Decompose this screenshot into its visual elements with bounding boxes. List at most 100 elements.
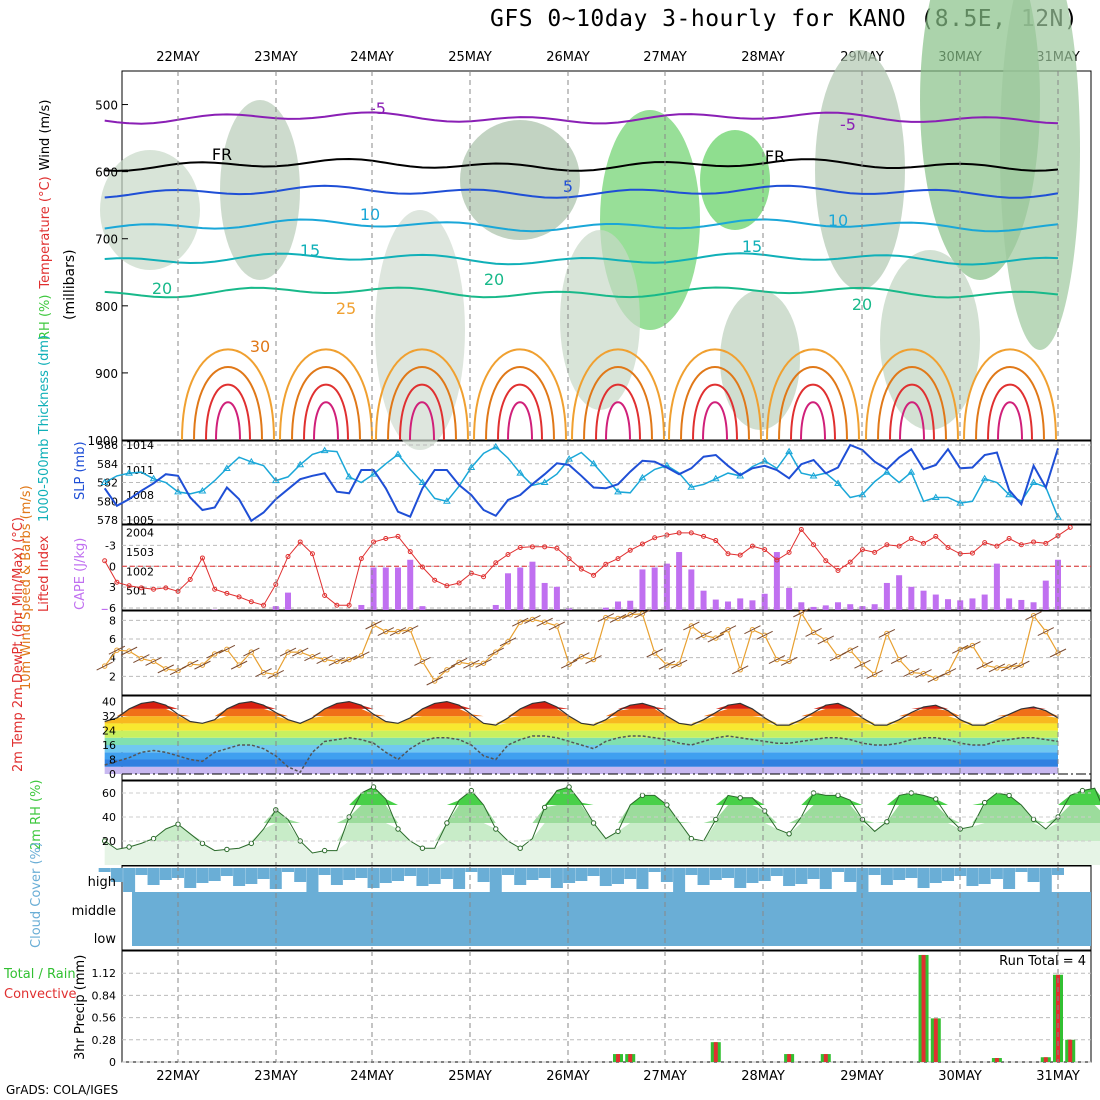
high-cloud-bar (636, 868, 649, 889)
cross-section-ylabel: (millibars) (62, 249, 78, 320)
cape-bar (676, 552, 683, 610)
rh-point (248, 840, 255, 847)
rh-point (688, 835, 695, 842)
wind-barb (353, 651, 370, 661)
rh-shading (880, 250, 980, 430)
high-cloud-bar (587, 868, 600, 876)
bottom-xtick-label: 27MAY (643, 1069, 687, 1084)
wind-barb (181, 659, 199, 669)
high-cloud-bar (880, 868, 893, 885)
cape-bar (101, 608, 108, 610)
high-cloud-bar (208, 868, 221, 881)
rh-color-band (104, 841, 1100, 865)
pressure-tick-label: 600 (95, 166, 118, 180)
high-cloud-bar (819, 868, 832, 889)
high-cloud-bar (233, 868, 246, 886)
cape-bar (822, 605, 829, 610)
contour-label: 30 (250, 337, 270, 356)
lifted-index-point (224, 590, 230, 596)
rh-point (175, 821, 181, 827)
lifted-index-point (749, 543, 755, 549)
lifted-index-point (542, 544, 548, 550)
thickness-point (491, 442, 500, 450)
wind-barb (1037, 627, 1055, 636)
cape-bar (700, 590, 707, 610)
temp-color-band (104, 701, 1058, 709)
thickness-point (516, 469, 525, 476)
high-cloud-bar (465, 868, 478, 872)
boundary-layer-isotherm (790, 383, 836, 441)
boundary-layer-isotherm (595, 383, 641, 441)
contour-label: 25 (336, 299, 356, 318)
high-cloud-bar (330, 868, 343, 885)
cloud-label: Cloud Cover (%) (29, 842, 44, 948)
wind-barb (291, 647, 309, 657)
cape-bar (981, 594, 988, 610)
lifted-index-point (432, 577, 438, 583)
thickness-point (931, 493, 940, 500)
rh-shading (460, 120, 580, 240)
bottom-xtick-label: 31MAY (1036, 1069, 1080, 1084)
high-cloud-bar (123, 868, 136, 892)
rh-point (126, 844, 132, 850)
lifted-index-point (517, 545, 523, 551)
thickness-point (1005, 490, 1013, 498)
boundary-layer-isotherm (997, 401, 1023, 441)
temp-tick-label: 40 (102, 696, 116, 709)
wind-barb (255, 668, 272, 678)
cape-bar (651, 567, 658, 610)
lifted-index-point (652, 535, 658, 541)
cloud-level-label: low (94, 932, 117, 947)
thickness-point (638, 473, 647, 481)
lifted-index-point (1043, 540, 1049, 546)
cape-bar (908, 586, 915, 610)
thickness-point (1054, 513, 1062, 520)
precip-tick-label: 0.84 (92, 989, 117, 1002)
isotherm-line (104, 218, 1059, 233)
high-cloud-bar (538, 868, 551, 878)
cape-bar (553, 586, 560, 610)
boundary-layer-isotherm (485, 366, 555, 441)
high-cloud-bar (502, 868, 514, 875)
wind-barb (365, 620, 382, 630)
wind-barb (157, 664, 175, 674)
thickness-point (785, 447, 793, 455)
high-cloud-bar (110, 868, 123, 882)
high-cloud-bar (844, 868, 857, 882)
rh-point (493, 826, 499, 832)
wind-barb (499, 637, 517, 647)
high-cloud-bar (942, 868, 954, 881)
contour-label: 15 (300, 241, 320, 260)
wind-barb (597, 613, 615, 622)
rh-point (321, 847, 328, 854)
boundary-layer-isotherm (877, 366, 947, 441)
temp-tick-label: 8 (109, 754, 116, 767)
wind-barb (108, 645, 126, 655)
boundary-layer-isotherm (987, 383, 1033, 441)
dewpoint-line (104, 735, 1059, 774)
cape-bar (749, 600, 756, 610)
boundary-layer-isotherm (571, 348, 665, 441)
high-cloud-bar (978, 868, 991, 884)
precip-convective-bar (713, 1042, 718, 1062)
high-cloud-bar (868, 868, 881, 875)
thickness-tick-label: 582 (97, 477, 118, 490)
lifted-index-point (529, 544, 535, 550)
wind-barb (866, 670, 883, 679)
slp-tick-label: 1014 (126, 439, 154, 452)
wind-barb (817, 635, 835, 645)
thickness-tick-label: 586 (97, 439, 118, 452)
precip-tick-label: 0.56 (92, 1012, 117, 1025)
lifted-index-point (236, 594, 242, 600)
cape-bar (761, 593, 768, 610)
panel-frame-7 (121, 950, 1092, 1063)
rh-shading (560, 230, 640, 410)
boundary-layer-isotherm (702, 401, 728, 441)
lifted-index-point (212, 586, 218, 592)
thickness-point (296, 460, 305, 468)
cape-bar (969, 598, 976, 610)
lifted-index-point (395, 533, 401, 539)
high-cloud-bar (489, 868, 502, 892)
lifted-index-point (676, 530, 682, 536)
